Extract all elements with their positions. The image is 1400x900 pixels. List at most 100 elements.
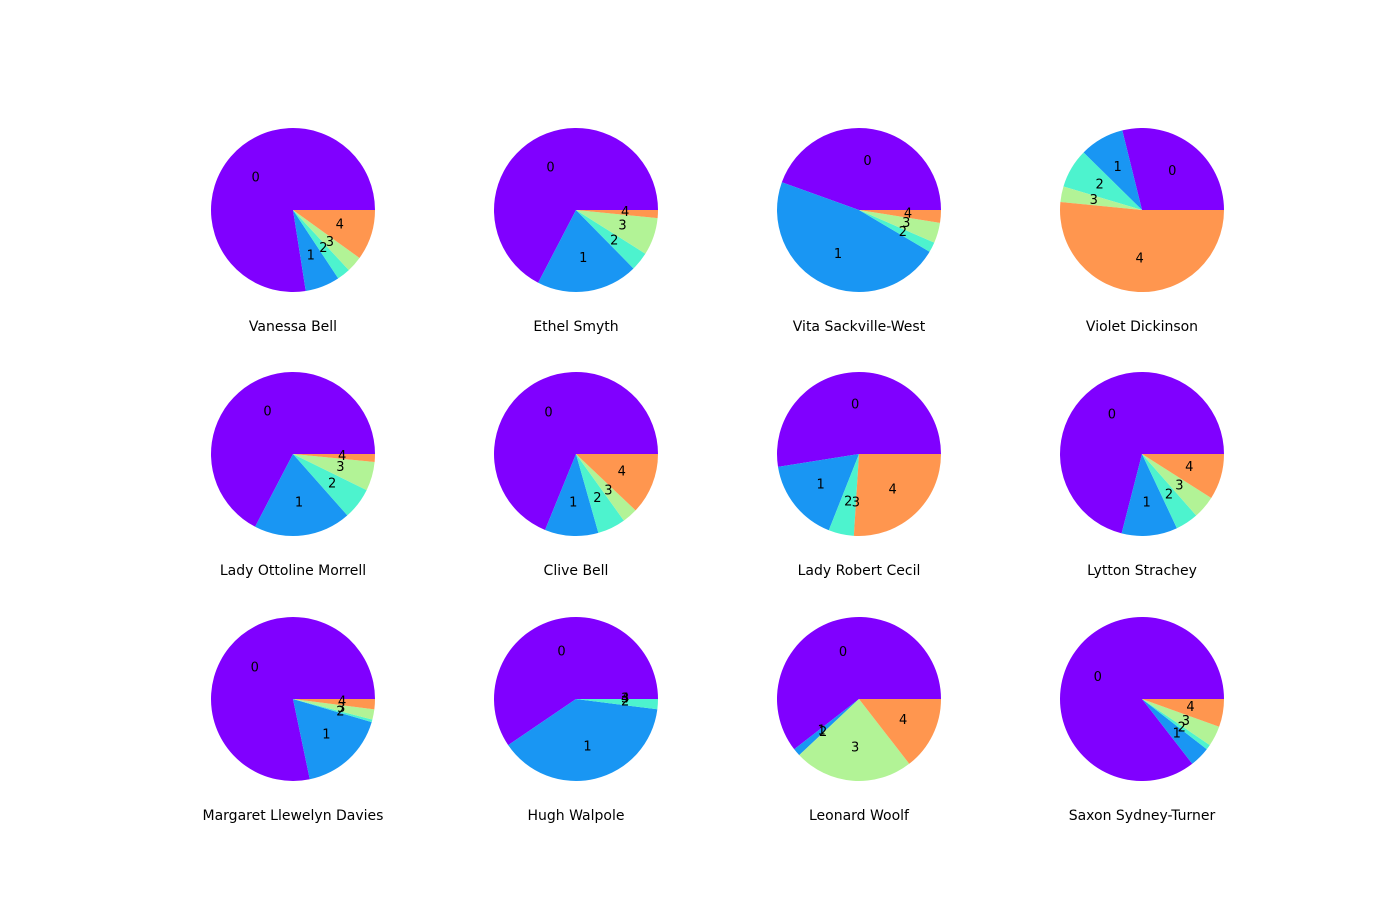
slice-label: 4 xyxy=(621,205,629,220)
pie-slice xyxy=(1060,202,1224,293)
pie-slice xyxy=(210,372,375,527)
pie-slice xyxy=(293,210,375,258)
pie-title: Ethel Smyth xyxy=(533,319,618,335)
pie-slice xyxy=(1142,454,1212,516)
slice-label: 1 xyxy=(579,251,587,266)
pie-slice xyxy=(293,454,375,491)
slice-label: 1 xyxy=(1113,160,1121,175)
pie-slice xyxy=(576,699,658,710)
pie-chart: 0 123 4 Violet Dickinson xyxy=(1060,128,1224,335)
pie-slice xyxy=(293,454,367,516)
pie-chart: 0 1 2 3 4 Lady Robert Cecil xyxy=(777,371,941,579)
slice-label: 0 xyxy=(1094,670,1102,685)
pie-slice xyxy=(778,454,859,531)
pie-slice xyxy=(293,210,349,279)
slice-label: 1 xyxy=(817,723,825,738)
slice-label: 4 xyxy=(621,692,629,707)
slice-label: 3 xyxy=(337,701,345,716)
slice-label: 2 xyxy=(328,476,336,491)
slice-label: 2 xyxy=(610,233,618,248)
pie-slice xyxy=(576,454,636,521)
slice-label: 0 xyxy=(263,404,271,419)
pie-slice xyxy=(853,454,941,537)
pie-slice xyxy=(1142,699,1220,746)
slice-label: 1 xyxy=(322,728,330,743)
pie-chart: 0 1 234 Vita Sackville-West xyxy=(777,128,941,335)
pie-slice xyxy=(576,210,658,219)
pie-slice xyxy=(1121,454,1177,536)
slice-label: 2 xyxy=(319,241,327,256)
pie-chart: 0 1 234 Lady Ottoline Morrell xyxy=(210,372,375,579)
slice-label: 0 xyxy=(1168,164,1176,179)
pie-slice xyxy=(799,699,910,781)
slice-label: 1 xyxy=(834,247,842,262)
pie-slice xyxy=(1142,699,1207,764)
pie-chart: 0 1 234 Hugh Walpole xyxy=(494,616,658,824)
pie-slice xyxy=(293,210,360,271)
slice-label: 3 xyxy=(336,460,344,475)
pie-slice xyxy=(576,454,658,511)
slice-label: 0 xyxy=(863,154,871,169)
slice-label: 1 xyxy=(307,248,315,263)
pie-title: Vita Sackville-West xyxy=(793,319,926,335)
slice-label: 1 xyxy=(583,739,591,754)
pie-chart: 0 1 234 Ethel Smyth xyxy=(493,127,658,335)
pie-slice xyxy=(1142,699,1210,750)
slice-label: 3 xyxy=(621,692,629,707)
slice-label: 2 xyxy=(899,225,907,240)
pie-slice xyxy=(1060,186,1142,210)
slice-label: 4 xyxy=(889,482,897,497)
pie-slice xyxy=(293,699,372,780)
pie-slice xyxy=(859,699,941,764)
pie-title: Vanessa Bell xyxy=(249,319,337,335)
pie-title: Lady Ottoline Morrell xyxy=(220,563,366,579)
pie-slice xyxy=(1059,616,1225,781)
pie-slice xyxy=(293,699,375,710)
slice-label: 1 xyxy=(569,496,577,511)
pie-slice xyxy=(859,210,935,252)
pie-slice xyxy=(576,210,658,254)
slice-label: 0 xyxy=(544,406,552,421)
slice-label: 4 xyxy=(1186,700,1194,715)
slice-label: 2 xyxy=(844,495,852,510)
pie-slice xyxy=(538,210,634,292)
slice-label: 0 xyxy=(851,397,859,412)
slice-label: 4 xyxy=(904,206,912,221)
slice-label: 0 xyxy=(251,660,259,675)
pie-slice xyxy=(211,127,375,292)
pie-slice xyxy=(493,127,658,283)
pie-slice xyxy=(859,210,941,223)
pie-title: Clive Bell xyxy=(544,563,609,579)
pie-slice xyxy=(777,182,930,292)
pie-slice xyxy=(1063,152,1142,210)
slice-label: 4 xyxy=(618,465,626,480)
slice-label: 3 xyxy=(326,235,334,250)
pie-slice xyxy=(211,616,375,781)
pie-title: Lady Robert Cecil xyxy=(798,563,921,579)
pie-slice xyxy=(255,454,348,537)
slice-label: 3 xyxy=(1090,193,1098,208)
slice-label: 2 xyxy=(819,725,827,740)
slice-label: 1 xyxy=(1142,495,1150,510)
pie-slice xyxy=(1142,699,1224,727)
pie-slice xyxy=(777,616,941,750)
slice-label: 0 xyxy=(839,645,847,660)
pie-slice xyxy=(859,210,940,243)
pie-slice xyxy=(777,371,941,467)
pie-slice xyxy=(1142,454,1197,529)
slice-label: 3 xyxy=(852,496,860,511)
pie-slice xyxy=(781,128,941,210)
pie-title: Leonard Woolf xyxy=(809,808,910,824)
pie-slice xyxy=(794,699,859,756)
slice-label: 1 xyxy=(295,495,303,510)
slice-label: 2 xyxy=(336,705,344,720)
pie-slice xyxy=(508,699,658,781)
pie-slice xyxy=(828,454,859,536)
slice-label: 3 xyxy=(851,741,859,756)
slice-label: 2 xyxy=(1165,488,1173,503)
pie-slice xyxy=(1083,130,1142,210)
pie-title: Hugh Walpole xyxy=(528,808,625,824)
pie-slice xyxy=(494,616,658,746)
